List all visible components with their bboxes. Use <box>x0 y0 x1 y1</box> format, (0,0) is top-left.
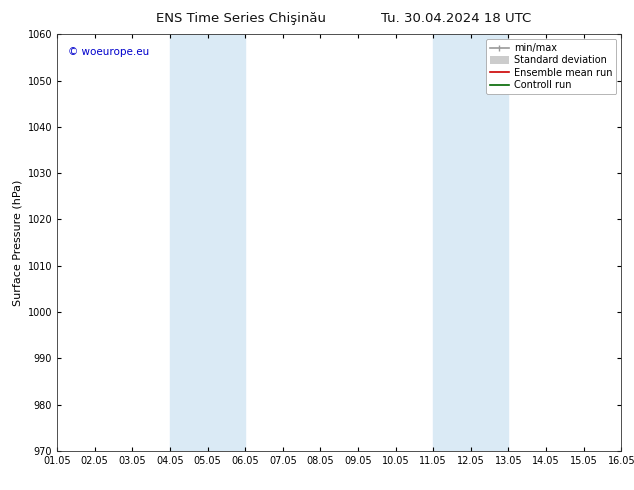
Text: © woeurope.eu: © woeurope.eu <box>68 47 150 57</box>
Y-axis label: Surface Pressure (hPa): Surface Pressure (hPa) <box>12 179 22 306</box>
Bar <box>433 34 508 451</box>
Bar <box>170 34 245 451</box>
Text: Tu. 30.04.2024 18 UTC: Tu. 30.04.2024 18 UTC <box>382 12 531 25</box>
Legend: min/max, Standard deviation, Ensemble mean run, Controll run: min/max, Standard deviation, Ensemble me… <box>486 39 616 94</box>
Text: ENS Time Series Chişinău: ENS Time Series Chişinău <box>156 12 326 25</box>
